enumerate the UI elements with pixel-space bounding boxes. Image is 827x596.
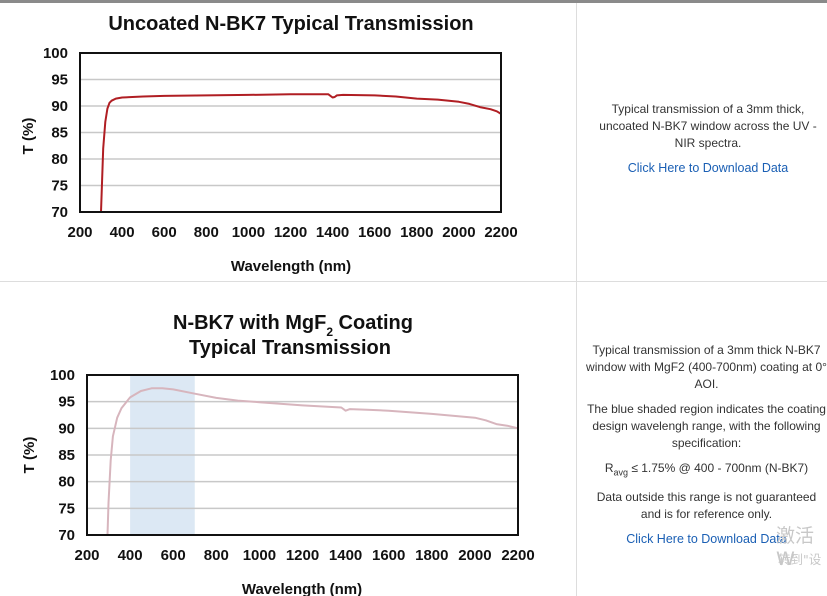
- transmission-series-line: [100, 93, 502, 213]
- x-tick-label: 200: [67, 224, 92, 241]
- spec-subscript: avg: [613, 467, 628, 478]
- x-tick-label: 600: [152, 224, 177, 241]
- plot-area: [79, 52, 502, 213]
- description-panel-2: Typical transmission of a 3mm thick N-BK…: [586, 342, 827, 548]
- plot-frame: [79, 52, 502, 213]
- column-divider: [576, 3, 577, 596]
- x-tick-label: 1000: [232, 224, 265, 241]
- y-tick-label: 100: [43, 45, 68, 62]
- x-tick-label: 400: [118, 547, 143, 564]
- chart-title-line1: N-BK7 with MgF2 Coating: [173, 312, 413, 339]
- y-tick-label: 85: [51, 125, 68, 142]
- activation-watermark-line1: 激活 W: [776, 525, 815, 570]
- y-tick-label: 85: [58, 447, 75, 464]
- x-tick-label: 800: [204, 547, 229, 564]
- transmission-series-line: [106, 387, 519, 536]
- y-tick-label: 90: [51, 98, 68, 115]
- description-text: Typical transmission of a 3mm thick, unc…: [599, 102, 817, 150]
- x-tick-labels: 200 400 600 800 1000 1200 1400 1600 1800 2000 2200: [74, 547, 534, 564]
- x-tick-label: 1400: [329, 547, 362, 564]
- plot-frame: [86, 374, 519, 536]
- grid-lines: [87, 400, 518, 510]
- x-tick-label: 800: [194, 224, 219, 241]
- y-tick-label: 100: [50, 367, 75, 384]
- x-tick-label: 400: [110, 224, 135, 241]
- x-tick-label: 200: [74, 547, 99, 564]
- x-tick-labels: 200 400 600 800 1000 1200 1400 1600 1800 2000 2200: [67, 224, 517, 241]
- x-tick-label: 1600: [358, 224, 391, 241]
- y-tick-label: 95: [51, 72, 68, 89]
- x-tick-label: 1800: [400, 224, 433, 241]
- x-axis-label: Wavelength (nm): [231, 258, 351, 275]
- title-main: N-BK7 with MgF: [173, 312, 326, 334]
- spec-rest: ≤ 1.75% @ 400 - 700nm (N-BK7): [628, 461, 809, 475]
- y-axis-label: T (%): [20, 118, 37, 155]
- x-tick-label: 1200: [286, 547, 319, 564]
- shaded-region-note: The blue shaded region indicates the coa…: [587, 402, 826, 450]
- x-tick-label: 600: [161, 547, 186, 564]
- y-tick-label: 80: [51, 151, 68, 168]
- chart-title: Uncoated N-BK7 Typical Transmission: [108, 13, 473, 35]
- y-tick-label: 75: [51, 178, 68, 195]
- y-tick-label: 70: [51, 204, 68, 221]
- y-tick-label: 90: [58, 420, 75, 437]
- disclaimer-text: Data outside this range is not guarantee…: [596, 490, 817, 522]
- x-tick-label: 2200: [501, 547, 534, 564]
- title-end: Coating: [333, 312, 413, 334]
- uncoated-transmission-chart: Uncoated N-BK7 Typical Transmission 70 75…: [20, 13, 518, 275]
- description-panel-1: Typical transmission of a 3mm thick, unc…: [590, 101, 826, 177]
- description-text: Typical transmission of a 3mm thick N-BK…: [586, 343, 827, 391]
- x-tick-label: 1400: [316, 224, 349, 241]
- specification: Ravg ≤ 1.75% @ 400 - 700nm (N-BK7): [586, 460, 827, 481]
- y-axis-label: T (%): [21, 437, 38, 474]
- y-tick-labels: 70 75 80 85 90 95 100: [43, 45, 68, 221]
- spec-prefix: R: [604, 461, 614, 475]
- y-tick-label: 80: [58, 474, 75, 491]
- activation-watermark-line2: 转到"设: [778, 552, 822, 567]
- download-data-link[interactable]: Click Here to Download Data: [626, 532, 787, 547]
- y-tick-label: 95: [58, 394, 75, 411]
- x-tick-label: 2000: [458, 547, 491, 564]
- title-subscript: 2: [326, 325, 333, 339]
- x-tick-label: 1200: [274, 224, 307, 241]
- x-tick-label: 1800: [415, 547, 448, 564]
- top-border: [0, 0, 827, 3]
- y-tick-labels: 70 75 80 85 90 95 100: [50, 367, 75, 544]
- grid-lines: [80, 78, 501, 187]
- x-tick-label: 2000: [442, 224, 475, 241]
- x-tick-label: 1600: [372, 547, 405, 564]
- chart-title-line2: Typical Transmission: [189, 337, 391, 359]
- row-divider: [0, 281, 827, 282]
- y-tick-label: 70: [58, 527, 75, 544]
- x-axis-label: Wavelength (nm): [242, 581, 362, 596]
- x-tick-label: 2200: [484, 224, 517, 241]
- mgf2-transmission-chart: N-BK7 with MgF2 Coating Typical Transmis…: [21, 312, 535, 596]
- download-data-link[interactable]: Click Here to Download Data: [627, 161, 789, 175]
- y-tick-label: 75: [58, 500, 75, 517]
- plot-area: [86, 374, 519, 536]
- x-tick-label: 1000: [243, 547, 276, 564]
